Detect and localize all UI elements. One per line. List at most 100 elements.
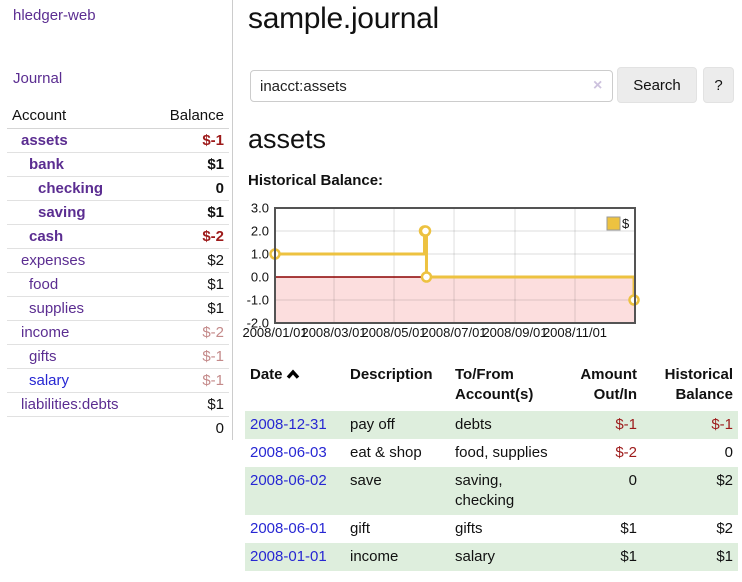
balance-chart-svg: $3.0 2.0 1.0 0.0 -1.0 -2.02008/01/012008/03/0… [242, 201, 640, 340]
transaction-accounts: saving, checking [455, 471, 515, 509]
account-balance: $-1 [150, 128, 229, 153]
y-tick-label: 0.0 [251, 270, 269, 285]
sidebar: hledger-web Journal Account Balance asse… [0, 0, 233, 440]
account-name-cell: food [7, 272, 151, 297]
account-row: supplies $1 [7, 296, 229, 321]
y-tick-label: -1.0 [247, 293, 269, 308]
help-button[interactable]: ? [703, 67, 734, 103]
transaction-date-link[interactable]: 2008-12-31 [250, 415, 327, 433]
transaction-amount: $-1 [615, 415, 637, 433]
transaction-date-cell: 2008-12-31 [245, 411, 345, 439]
app-title-link[interactable]: hledger-web [13, 7, 96, 24]
account-balance: $1 [150, 200, 229, 225]
sidebar-item-journal[interactable]: Journal [13, 70, 63, 87]
accounts-total-row: 0 [7, 416, 229, 440]
transaction-row: 2008-06-01 gift gifts $1 $2 [245, 515, 738, 543]
search-button[interactable]: Search [617, 67, 697, 103]
account-name-cell: bank [7, 152, 151, 177]
transaction-date-link[interactable]: 2008-06-02 [250, 471, 327, 489]
sidebar-account-link[interactable]: bank [29, 156, 65, 173]
column-header-description: Description [350, 366, 433, 383]
account-row: food $1 [7, 272, 229, 297]
transaction-date-link[interactable]: 2008-01-01 [250, 547, 327, 565]
sidebar-account-link[interactable]: expenses [21, 252, 86, 269]
x-tick-label: 2008/07/01 [421, 325, 486, 340]
account-row: income $-2 [7, 320, 229, 345]
transactions-table: Date Description To/From Account(s) Amou… [245, 362, 738, 571]
data-point-marker [419, 225, 432, 237]
account-name-cell: cash [7, 224, 151, 249]
sidebar-account-link[interactable]: salary [29, 372, 70, 389]
sidebar-account-link[interactable]: checking [38, 180, 104, 197]
sort-ascending-icon [286, 369, 299, 379]
column-header-date[interactable]: Date [245, 362, 345, 411]
account-name-cell: saving [7, 200, 151, 225]
transaction-amount: 0 [628, 471, 637, 489]
x-tick-label: 2008/01/01 [242, 325, 307, 340]
account-row: salary $-1 [7, 368, 229, 393]
transaction-date-cell: 2008-06-02 [245, 467, 345, 515]
account-row: assets $-1 [7, 128, 229, 153]
account-row: gifts $-1 [7, 344, 229, 369]
transaction-balance: $2 [716, 471, 733, 489]
transaction-row: 2008-06-02 save saving, checking 0 $2 [245, 466, 738, 515]
negative-region [275, 277, 635, 323]
y-tick-label: 3.0 [251, 201, 269, 216]
sidebar-account-link[interactable]: saving [38, 204, 86, 221]
transaction-balance: $-1 [711, 415, 733, 433]
sidebar-account-link[interactable]: gifts [29, 348, 57, 365]
x-tick-label: 2008/03/01 [301, 325, 366, 340]
account-balance: $-2 [150, 320, 229, 345]
x-tick-label: 2008/05/01 [361, 325, 426, 340]
account-row: saving $1 [7, 200, 229, 225]
transaction-date-link[interactable]: 2008-06-03 [250, 443, 327, 461]
sidebar-account-link[interactable]: assets [21, 132, 68, 149]
account-name-cell: income [7, 320, 151, 345]
accounts-table: Account Balance assets $-1 bank $1 checking 0… [7, 104, 229, 440]
transaction-amount: $1 [620, 519, 637, 537]
account-name-cell: salary [7, 368, 151, 393]
transaction-accounts: salary [455, 547, 496, 565]
transaction-accounts: food, supplies [455, 443, 548, 461]
transaction-description: eat & shop [350, 443, 422, 461]
account-balance: $-2 [150, 224, 229, 249]
accounts-header-row: Account Balance [7, 104, 229, 129]
transaction-description: pay off [350, 415, 395, 433]
account-row: expenses $2 [7, 248, 229, 273]
account-balance: $1 [150, 272, 229, 297]
transaction-amount: $1 [620, 547, 637, 565]
transaction-date-cell: 2008-06-03 [245, 439, 345, 467]
legend-swatch [606, 216, 621, 231]
sidebar-account-link[interactable]: supplies [29, 300, 85, 317]
sidebar-account-link[interactable]: cash [29, 228, 64, 245]
chart-frame [274, 207, 636, 324]
account-balance: 0 [150, 176, 229, 201]
account-name-cell: assets [7, 128, 151, 153]
account-name-cell: liabilities:debts [7, 392, 151, 417]
legend-label: $ [622, 216, 630, 231]
transaction-description: income [350, 547, 399, 565]
clear-search-icon[interactable]: × [593, 77, 603, 94]
transaction-row: 2008-12-31 pay off debts $-1 $-1 [245, 410, 738, 439]
transaction-date-link[interactable]: 2008-06-01 [250, 519, 327, 537]
y-tick-label: 1.0 [251, 247, 269, 262]
account-row: checking 0 [7, 176, 229, 201]
column-header-amount: Amount Out/In [580, 366, 637, 403]
y-tick-label: -2.0 [247, 316, 269, 331]
date-header-label: Date [250, 366, 283, 383]
account-row: cash $-2 [7, 224, 229, 249]
historical-balance-chart: $3.0 2.0 1.0 0.0 -1.0 -2.0 2008/01/01 2008/03/0… [242, 201, 662, 344]
x-tick-label: 2008/09/01 [482, 325, 547, 340]
sidebar-account-link[interactable]: food [29, 276, 59, 293]
transaction-date-cell: 2008-01-01 [245, 543, 345, 571]
chart-label: Historical Balance: [248, 172, 384, 189]
transaction-balance: $2 [716, 519, 733, 537]
search-input[interactable] [250, 70, 613, 102]
accounts-header-account: Account [7, 104, 151, 129]
account-name-cell: gifts [7, 344, 151, 369]
account-balance: $1 [150, 296, 229, 321]
sidebar-account-link[interactable]: income [21, 324, 70, 341]
column-header-accounts: To/From Account(s) [455, 366, 534, 403]
accounts-header-balance: Balance [150, 104, 229, 129]
sidebar-account-link[interactable]: liabilities:debts [21, 396, 119, 413]
